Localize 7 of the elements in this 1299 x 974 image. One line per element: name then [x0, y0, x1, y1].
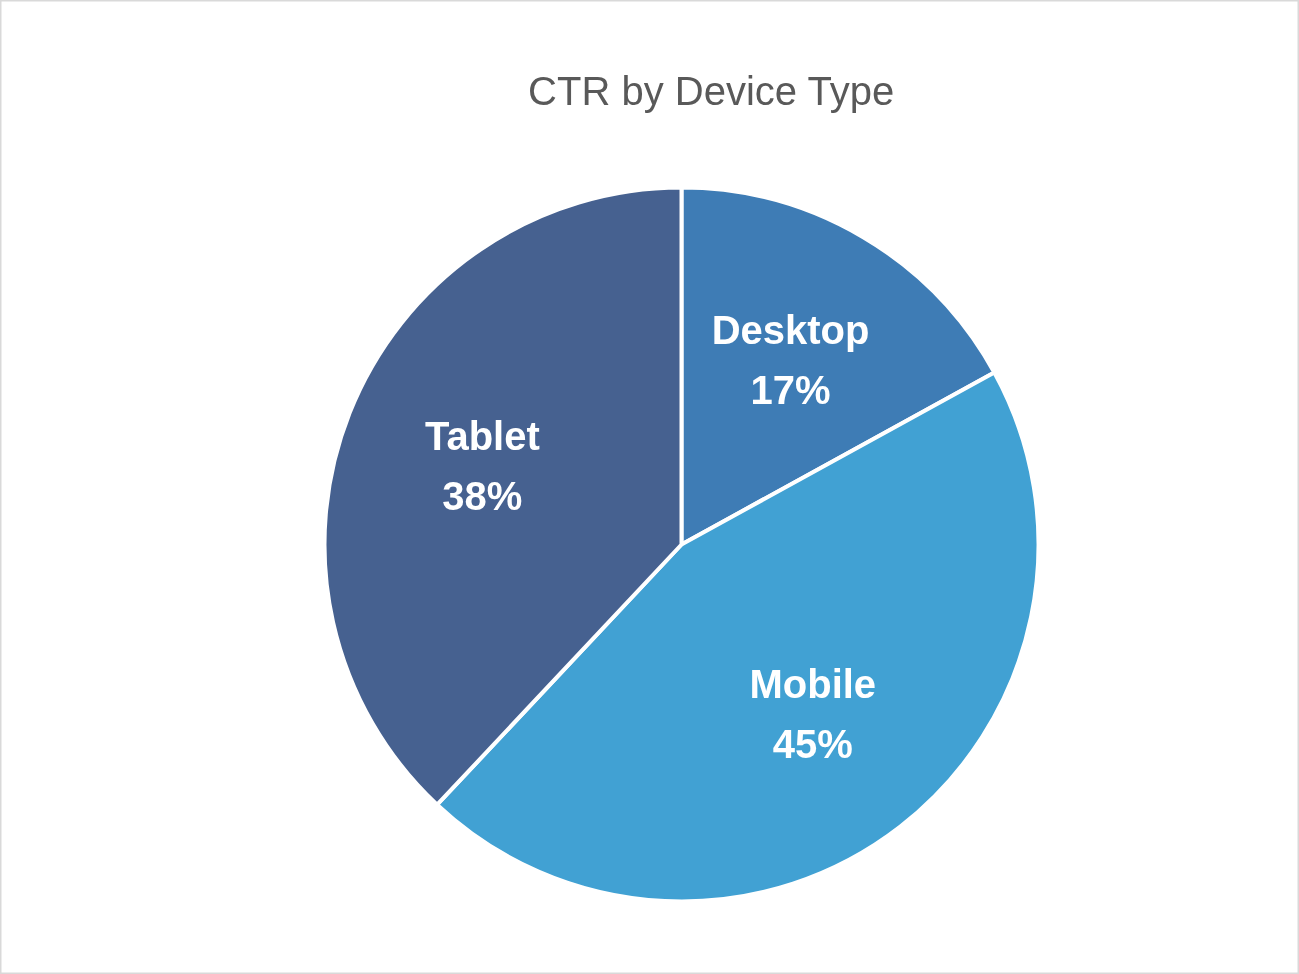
data-label: 17% — [750, 368, 831, 413]
chart-title: CTR by Device Type — [528, 68, 895, 113]
data-label: 38% — [442, 473, 523, 518]
data-label: 45% — [772, 721, 853, 766]
slice-label: Tablet — [424, 413, 540, 458]
slice-label: Desktop — [711, 308, 870, 353]
slice-label: Mobile — [749, 661, 877, 706]
